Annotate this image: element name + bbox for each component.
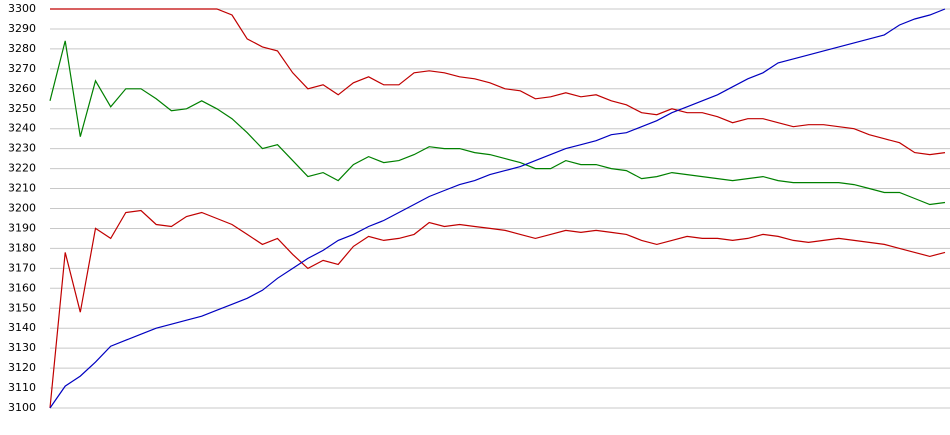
y-tick-label: 3170 xyxy=(8,261,36,274)
y-tick-label: 3110 xyxy=(8,381,36,394)
y-tick-label: 3260 xyxy=(8,82,36,95)
y-tick-label: 3130 xyxy=(8,341,36,354)
y-tick-label: 3290 xyxy=(8,22,36,35)
y-tick-label: 3140 xyxy=(8,321,36,334)
y-tick-label: 3210 xyxy=(8,182,36,195)
y-tick-label: 3240 xyxy=(8,122,36,135)
y-tick-label: 3270 xyxy=(8,62,36,75)
y-tick-label: 3230 xyxy=(8,142,36,155)
data-line xyxy=(49,8,946,409)
y-tick-label: 3180 xyxy=(8,241,36,254)
data-line xyxy=(50,8,946,156)
y-tick-label: 3200 xyxy=(8,202,36,215)
y-tick-label: 3190 xyxy=(8,221,36,234)
data-line xyxy=(49,40,946,206)
y-tick-label: 3100 xyxy=(8,401,36,414)
y-tick-label: 3220 xyxy=(8,162,36,175)
y-tick-label: 3160 xyxy=(8,281,36,294)
y-tick-label: 3300 xyxy=(8,2,36,15)
y-tick-label: 3280 xyxy=(8,42,36,55)
y-tick-label: 3120 xyxy=(8,361,36,374)
y-tick-label: 3250 xyxy=(8,102,36,115)
data-line xyxy=(49,209,946,409)
y-tick-label: 3150 xyxy=(8,301,36,314)
